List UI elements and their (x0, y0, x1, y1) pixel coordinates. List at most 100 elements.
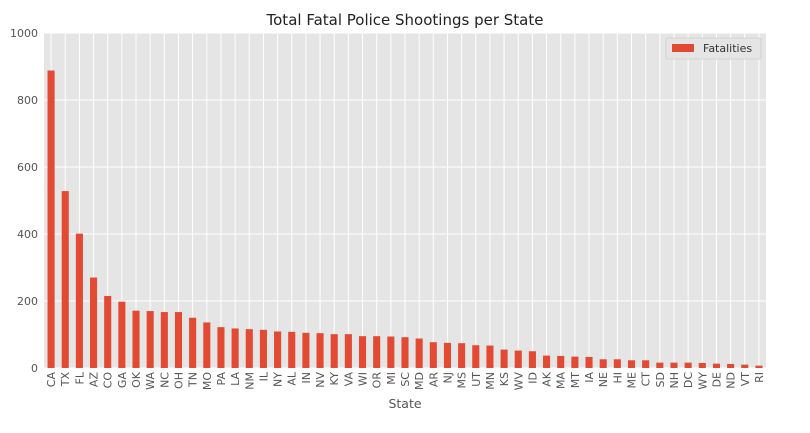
bar-de[interactable] (712, 363, 720, 368)
bar-wy[interactable] (698, 362, 706, 368)
x-tick-label: WY (696, 372, 709, 390)
bar-ok[interactable] (132, 310, 140, 368)
bar-wi[interactable] (358, 336, 367, 368)
x-tick-label: DE (710, 372, 723, 387)
bar-ca[interactable] (47, 70, 55, 369)
bar-pa[interactable] (217, 327, 225, 368)
x-tick-label: SD (654, 372, 667, 387)
bar-dc[interactable] (684, 362, 692, 368)
x-tick-label: ME (626, 372, 639, 388)
y-tick-label: 1000 (10, 27, 38, 40)
y-tick-label: 600 (17, 161, 38, 174)
x-tick-label: MA (555, 372, 568, 389)
x-tick-label: CT (640, 372, 653, 387)
x-tick-label: OK (130, 371, 143, 388)
x-tick-label: RI (753, 372, 766, 383)
bar-la[interactable] (231, 328, 239, 368)
x-tick-label: CA (45, 372, 58, 388)
x-tick-label: IN (300, 372, 313, 383)
bar-md[interactable] (415, 338, 423, 368)
bar-in[interactable] (302, 332, 310, 368)
x-tick-label: NV (314, 372, 327, 388)
bar-fl[interactable] (75, 233, 83, 368)
x-tick-label: MO (201, 372, 214, 390)
bar-wv[interactable] (514, 350, 522, 368)
x-tick-label: IA (583, 372, 596, 383)
x-axis-ticks: CA TX FL AZ CO GA OK WA NC OH TN MO PA LA NM IL NY AL IN NV… (45, 371, 766, 390)
x-tick-label: LA (229, 372, 242, 386)
y-axis-ticks: 0 200 400 600 800 1000 (10, 27, 38, 375)
x-tick-label: MI (385, 372, 398, 385)
x-tick-label: VA (342, 372, 355, 387)
bar-nc[interactable] (160, 312, 168, 368)
bar-ma[interactable] (557, 355, 565, 368)
x-tick-label: CO (102, 372, 115, 389)
x-tick-label: ND (725, 372, 738, 389)
x-tick-label: UT (470, 372, 483, 387)
y-tick-label: 0 (31, 362, 38, 375)
bar-vt[interactable] (741, 364, 749, 368)
x-tick-label: DC (682, 372, 695, 388)
bar-nj[interactable] (443, 342, 452, 368)
bar-id[interactable] (528, 351, 536, 368)
x-tick-label: AK (541, 371, 554, 387)
bar-tx[interactable] (61, 191, 69, 368)
bar-oh[interactable] (174, 312, 183, 368)
x-tick-label: TX (59, 372, 72, 388)
bar-ne[interactable] (599, 359, 607, 368)
x-tick-label: GA (116, 372, 129, 389)
y-tick-label: 400 (17, 228, 38, 241)
bar-nd[interactable] (727, 363, 735, 368)
legend-label: Fatalities (703, 42, 752, 55)
x-tick-label: WV (512, 372, 525, 391)
bar-mt[interactable] (571, 356, 579, 368)
bar-nm[interactable] (245, 329, 253, 368)
bar-or[interactable] (373, 336, 381, 368)
bar-va[interactable] (344, 334, 352, 368)
x-tick-label: NJ (441, 372, 454, 383)
x-tick-label: HI (611, 372, 624, 384)
bar-ut[interactable] (472, 345, 480, 368)
bar-tn[interactable] (189, 317, 197, 368)
bar-mo[interactable] (203, 322, 211, 368)
bar-al[interactable] (288, 331, 296, 368)
x-tick-label: NH (668, 372, 681, 389)
bar-ak[interactable] (543, 355, 551, 368)
bar-ky[interactable] (330, 334, 338, 368)
bar-nv[interactable] (316, 333, 324, 368)
bar-me[interactable] (627, 360, 636, 368)
bar-co[interactable] (104, 295, 112, 368)
bar-il[interactable] (259, 329, 267, 368)
x-axis-label: State (388, 396, 421, 411)
legend[interactable]: Fatalities (665, 37, 762, 60)
bar-mi[interactable] (387, 336, 395, 368)
bar-ms[interactable] (458, 343, 466, 368)
x-tick-label: MN (484, 372, 497, 390)
x-tick-label: MS (456, 372, 469, 388)
bar-ks[interactable] (500, 349, 508, 368)
bar-ny[interactable] (274, 331, 282, 368)
x-tick-label: NM (243, 372, 256, 390)
bar-ia[interactable] (585, 356, 593, 368)
bar-wa[interactable] (146, 311, 154, 368)
legend-swatch (672, 44, 694, 52)
bar-mn[interactable] (486, 345, 494, 368)
x-tick-label: AL (286, 371, 299, 386)
x-tick-label: KY (328, 372, 341, 386)
bar-ct[interactable] (642, 360, 650, 368)
legend-box (665, 37, 762, 60)
x-tick-label: IL (257, 371, 270, 381)
x-tick-label: WA (144, 372, 157, 390)
bar-ga[interactable] (118, 301, 126, 368)
bar-ar[interactable] (429, 342, 437, 368)
bar-ri[interactable] (755, 365, 763, 368)
bar-sd[interactable] (656, 362, 664, 368)
y-tick-label: 200 (17, 295, 38, 308)
bar-hi[interactable] (613, 359, 621, 368)
x-tick-label: AZ (88, 372, 101, 388)
bar-nh[interactable] (670, 362, 678, 368)
x-tick-label: MD (413, 372, 426, 390)
bar-az[interactable] (90, 277, 98, 368)
bar-sc[interactable] (401, 337, 409, 368)
